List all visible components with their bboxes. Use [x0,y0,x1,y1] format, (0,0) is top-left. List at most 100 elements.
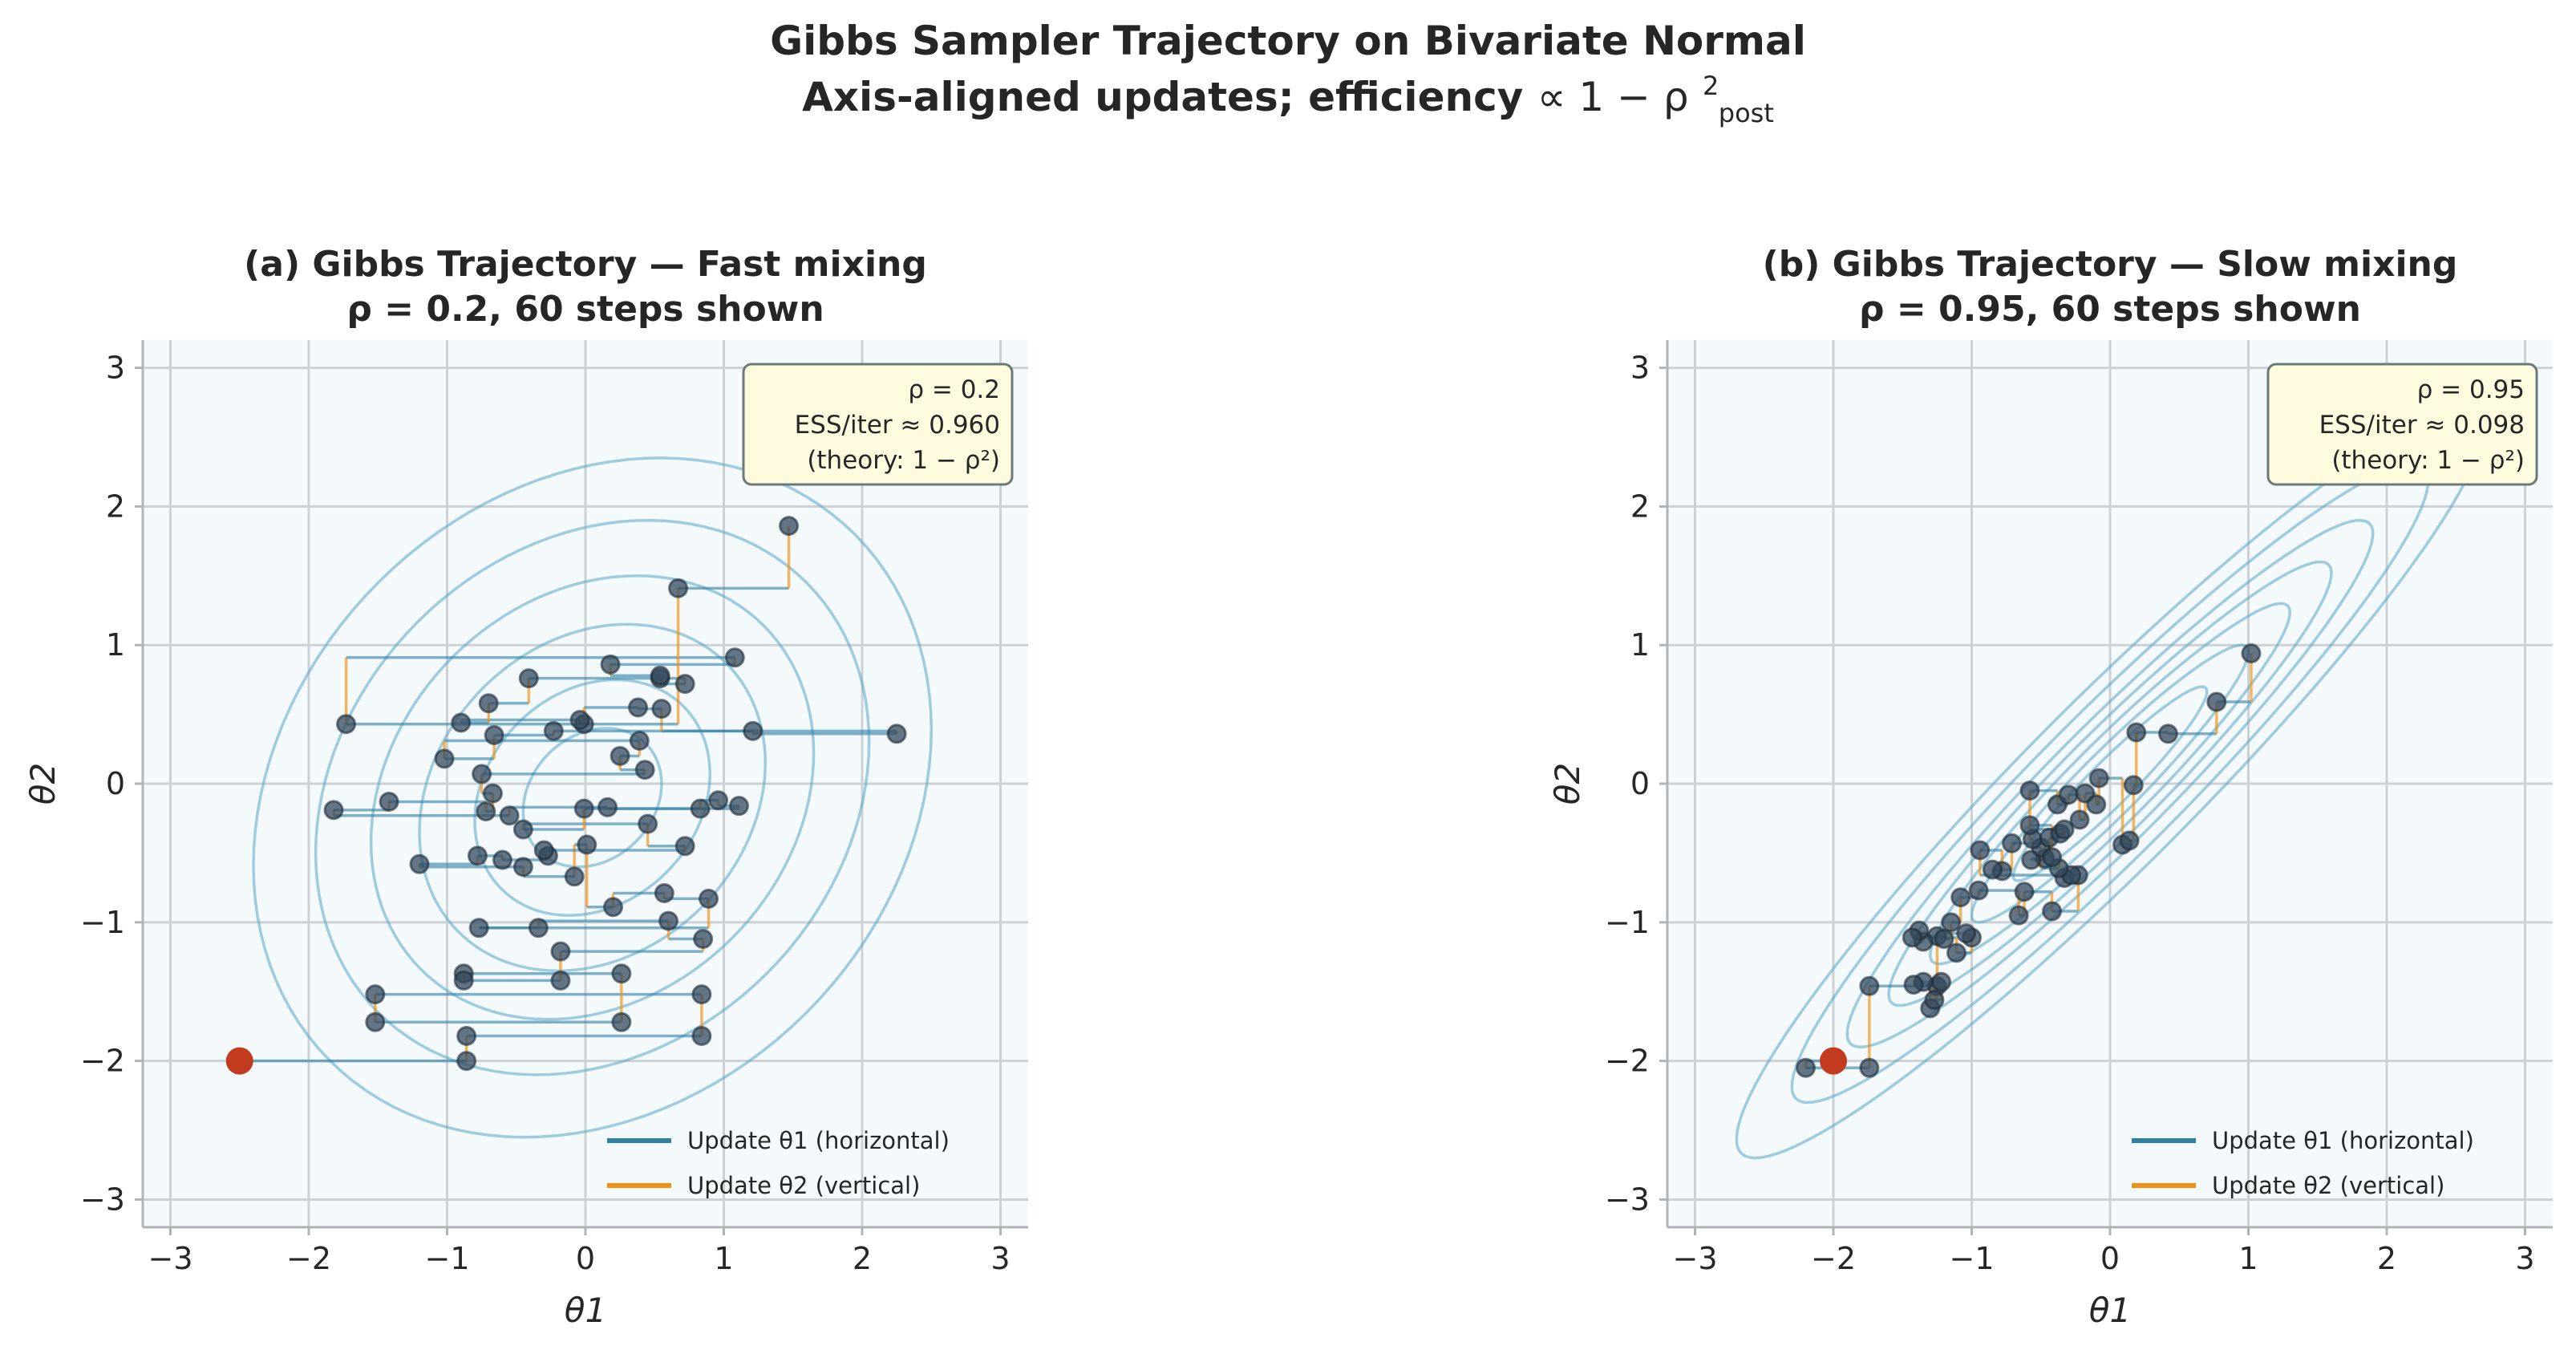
panel-title: (a) Gibbs Trajectory — Fast mixing [244,244,927,285]
x-tick-label: −2 [1811,1241,1856,1276]
x-tick-label: −1 [1949,1241,1994,1276]
sample-point [638,813,658,834]
sample-point [1931,971,1952,992]
panel-a: −3 −2 −1 0 1 2 3 −3 −2 −1 0 1 2 3 ρ = 0.2 ESS/iter ≈ 0.… [23,244,1028,1330]
sample-point [573,798,594,819]
sample-point [467,845,488,866]
sample-point [674,836,695,857]
sample-point [456,1026,477,1047]
figure-title: Gibbs Sampler Trajectory on Bivariate No… [770,18,1806,64]
sample-point [628,697,649,718]
sample-point [610,745,630,766]
sample-point [691,1026,712,1047]
sample-point [1982,859,2003,880]
x-tick-label: 2 [2377,1241,2396,1276]
sample-point [543,720,564,741]
sample-point [693,929,714,950]
sample-point [690,798,711,819]
sample-point [336,714,357,735]
sample-point [2157,724,2178,744]
annotation-line: (theory: 1 − ρ²) [2331,446,2525,475]
y-axis-label: θ2 [1548,763,1587,805]
sample-point [379,791,399,812]
sample-point [1941,912,1962,933]
sample-point [743,720,763,741]
sample-point [2019,815,2040,836]
sample-point [2058,784,2079,805]
sample-point [456,1051,477,1072]
sample-point [603,897,623,918]
sample-point [528,918,549,938]
sample-point [2206,691,2227,712]
sample-point [2014,882,2035,902]
sample-point [2008,905,2029,926]
sample-point [2019,780,2040,801]
x-axis-label: θ1 [2089,1291,2131,1330]
sample-point [518,668,539,689]
y-tick-label: 3 [1630,351,1650,386]
annotation-line: ESS/iter ≈ 0.098 [2319,411,2525,440]
panel-b: −3 −2 −1 0 1 2 3 −3 −2 −1 0 1 2 3 ρ = 0.95 ESS/iter ≈ 0… [1548,244,2553,1330]
legend-label: Update θ2 (vertical) [687,1172,920,1199]
sample-point [2054,819,2075,840]
sample-point [611,963,632,984]
panel-subtitle: ρ = 0.95, 60 steps shown [1859,289,2361,330]
annotation-box [2266,363,2538,486]
y-tick-label: 0 [1630,766,1650,801]
sample-point [708,790,729,811]
start-point [1820,1047,1847,1075]
panel-subtitle: ρ = 0.2, 60 steps shown [346,289,824,330]
sample-point [1934,929,1954,950]
legend-label: Update θ1 (horizontal) [687,1127,950,1154]
sample-point [2086,794,2107,815]
sample-point [409,853,430,874]
sample-point [629,730,650,751]
x-tick-label: 1 [714,1241,733,1276]
sample-point [484,725,504,746]
sample-point [550,970,571,991]
density-contour [473,678,712,917]
sample-point [654,883,674,904]
sample-point [1903,975,1924,995]
subtitle-sub: post [1719,98,1774,128]
y-tick-label: 1 [106,627,125,663]
annotation-line: ρ = 0.2 [908,375,1000,404]
y-tick-label: −1 [80,905,125,940]
sample-point [611,1011,632,1032]
sample-point [597,797,618,817]
sample-point [2002,833,2023,853]
y-tick-label: −1 [1605,905,1650,940]
sample-point [658,910,678,931]
sample-point [2123,775,2144,796]
sample-point [482,783,503,804]
sample-point [564,866,585,887]
sample-point [2088,768,2109,788]
y-tick-label: 2 [106,488,125,524]
sample-point [1902,927,1922,948]
x-tick-label: 2 [853,1241,872,1276]
sample-point [779,516,800,537]
legend-label: Update θ2 (vertical) [2212,1172,2444,1199]
sample-point [691,984,712,1005]
sample-point [2042,901,2063,922]
sample-point [668,578,689,598]
y-tick-label: 1 [1630,627,1650,663]
x-axis-label: θ1 [565,1291,606,1330]
sample-point [512,857,533,878]
sample-point [451,712,472,733]
density-contour [1887,560,2333,1007]
density-contour [1790,463,2430,1105]
x-tick-label: −1 [424,1241,469,1276]
sample-point [2119,830,2140,851]
sample-point [1859,975,1880,996]
sample-point [472,764,492,784]
y-tick-label: 0 [106,766,125,801]
x-tick-label: 3 [990,1241,1010,1276]
sample-point [365,1011,386,1032]
y-axis-label: θ2 [23,763,63,805]
sample-point [550,941,571,962]
sample-point [699,888,719,909]
x-tick-label: 0 [576,1241,595,1276]
density-contour [1970,643,2250,924]
sample-point [886,724,907,744]
